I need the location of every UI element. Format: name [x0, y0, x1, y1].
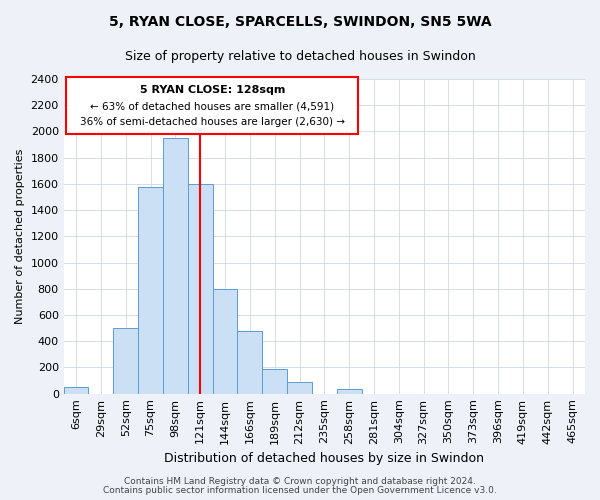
Bar — [287, 382, 312, 394]
Bar — [163, 138, 188, 394]
Text: Contains public sector information licensed under the Open Government Licence v3: Contains public sector information licen… — [103, 486, 497, 495]
Text: 5, RYAN CLOSE, SPARCELLS, SWINDON, SN5 5WA: 5, RYAN CLOSE, SPARCELLS, SWINDON, SN5 5… — [109, 15, 491, 29]
Bar — [212, 289, 238, 394]
Bar — [113, 328, 138, 394]
X-axis label: Distribution of detached houses by size in Swindon: Distribution of detached houses by size … — [164, 452, 484, 465]
Y-axis label: Number of detached properties: Number of detached properties — [15, 148, 25, 324]
Text: 5 RYAN CLOSE: 128sqm: 5 RYAN CLOSE: 128sqm — [140, 86, 285, 96]
Bar — [138, 186, 163, 394]
Bar — [262, 369, 287, 394]
Text: ← 63% of detached houses are smaller (4,591): ← 63% of detached houses are smaller (4,… — [90, 101, 334, 111]
Bar — [337, 389, 362, 394]
Bar — [188, 184, 212, 394]
Text: Contains HM Land Registry data © Crown copyright and database right 2024.: Contains HM Land Registry data © Crown c… — [124, 478, 476, 486]
Text: 36% of semi-detached houses are larger (2,630) →: 36% of semi-detached houses are larger (… — [80, 117, 345, 127]
Text: Size of property relative to detached houses in Swindon: Size of property relative to detached ho… — [125, 50, 475, 63]
Bar — [64, 387, 88, 394]
Bar — [238, 330, 262, 394]
FancyBboxPatch shape — [66, 78, 358, 134]
